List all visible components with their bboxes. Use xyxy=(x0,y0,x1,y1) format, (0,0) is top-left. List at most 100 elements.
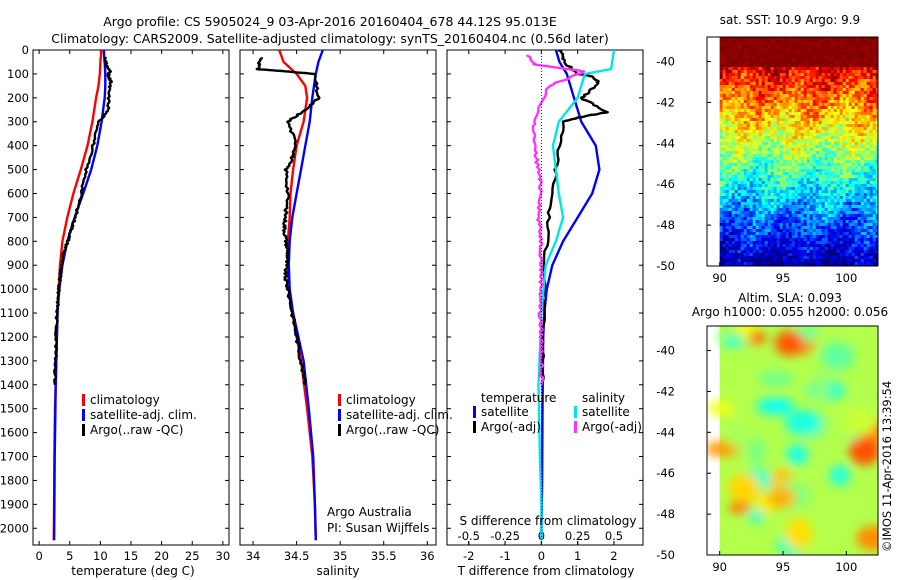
sst-cell xyxy=(773,88,778,92)
sst-cell xyxy=(857,46,862,50)
sst-cell xyxy=(854,97,859,101)
sst-cell xyxy=(848,229,853,233)
sst-cell xyxy=(740,220,745,224)
sst-cell xyxy=(779,220,784,224)
sst-cell xyxy=(833,103,838,107)
sst-cell xyxy=(773,235,778,239)
sst-cell xyxy=(773,106,778,110)
sst-cell xyxy=(782,235,787,239)
sst-cell xyxy=(746,55,751,59)
pi-note: PI: Susan Wijffels xyxy=(327,521,429,535)
sst-cell xyxy=(791,154,796,158)
sst-cell xyxy=(782,124,787,128)
sst-cell xyxy=(839,145,844,149)
sst-cell xyxy=(791,226,796,230)
sst-cell xyxy=(815,205,820,209)
sst-cell xyxy=(770,220,775,224)
sst-cell xyxy=(767,61,772,65)
sst-cell xyxy=(875,232,878,236)
sst-cell xyxy=(758,232,763,236)
sst-cell xyxy=(875,67,878,71)
sst-cell xyxy=(830,94,835,98)
sst-cell xyxy=(821,148,826,152)
sst-cell xyxy=(842,256,847,260)
sst-cell xyxy=(746,202,751,206)
sst-cell xyxy=(812,190,817,194)
sst-cell xyxy=(782,133,787,137)
sst-cell xyxy=(812,64,817,68)
sst-cell xyxy=(815,223,820,227)
sst-cell xyxy=(860,184,865,188)
sst-cell xyxy=(767,259,772,263)
sst-cell xyxy=(725,121,730,125)
sst-cell xyxy=(803,256,808,260)
sst-cell xyxy=(845,142,850,146)
sst-cell xyxy=(827,220,832,224)
sst-cell xyxy=(782,85,787,89)
sst-cell xyxy=(803,76,808,80)
sst-cell xyxy=(842,94,847,98)
sst-cell xyxy=(719,238,724,242)
sst-cell xyxy=(794,85,799,89)
sst-cell xyxy=(806,139,811,143)
sst-cell xyxy=(824,37,829,41)
sst-cell xyxy=(839,88,844,92)
legend-label: climatology xyxy=(90,393,160,407)
sst-cell xyxy=(797,88,802,92)
sst-cell xyxy=(776,127,781,131)
sst-cell xyxy=(830,133,835,137)
sst-cell xyxy=(719,139,724,143)
sst-cell xyxy=(782,145,787,149)
sst-cell xyxy=(869,70,874,74)
sst-cell xyxy=(821,205,826,209)
sst-cell xyxy=(830,55,835,59)
sst-cell xyxy=(830,250,835,254)
sst-cell xyxy=(842,58,847,62)
sst-cell xyxy=(719,151,724,155)
sst-cell xyxy=(848,55,853,59)
sst-cell xyxy=(872,214,877,218)
sst-cell xyxy=(809,184,814,188)
sst-cell xyxy=(806,133,811,137)
sst-cell xyxy=(752,247,757,251)
sst-cell xyxy=(731,178,736,182)
sst-cell xyxy=(752,184,757,188)
sst-cell xyxy=(851,235,856,239)
sst-cell xyxy=(806,106,811,110)
sst-cell xyxy=(833,205,838,209)
sst-cell xyxy=(857,220,862,224)
salinity-lines xyxy=(255,50,324,541)
sst-cell xyxy=(734,100,739,104)
sst-cell xyxy=(827,112,832,116)
sst-cell xyxy=(824,94,829,98)
sla-subtitle: Argo h1000: 0.055 h2000: 0.056 xyxy=(692,305,888,319)
sst-cell xyxy=(848,106,853,110)
sst-cell xyxy=(779,82,784,86)
sst-cell xyxy=(821,232,826,236)
sst-cell xyxy=(797,145,802,149)
depth-tick-label: 1500 xyxy=(0,402,29,416)
sst-cell xyxy=(836,73,841,77)
sst-cell xyxy=(749,148,754,152)
sst-cell xyxy=(860,196,865,200)
sst-cell xyxy=(749,76,754,80)
sst-cell xyxy=(866,139,871,143)
sst-cell xyxy=(833,253,838,257)
sst-cell xyxy=(794,226,799,230)
sst-cell xyxy=(797,199,802,203)
sst-cell xyxy=(788,253,793,257)
sst-cell xyxy=(860,262,865,266)
sst-cell xyxy=(725,70,730,74)
sla-blob xyxy=(767,487,796,509)
sst-cell xyxy=(788,229,793,233)
sst-cell xyxy=(821,88,826,92)
sst-cell xyxy=(842,253,847,257)
sst-cell xyxy=(743,247,748,251)
sst-cell xyxy=(770,202,775,206)
sst-cell xyxy=(860,58,865,62)
sst-cell xyxy=(743,43,748,47)
sst-cell xyxy=(812,103,817,107)
sst-cell xyxy=(797,139,802,143)
sst-cell xyxy=(785,217,790,221)
sst-cell xyxy=(764,124,769,128)
